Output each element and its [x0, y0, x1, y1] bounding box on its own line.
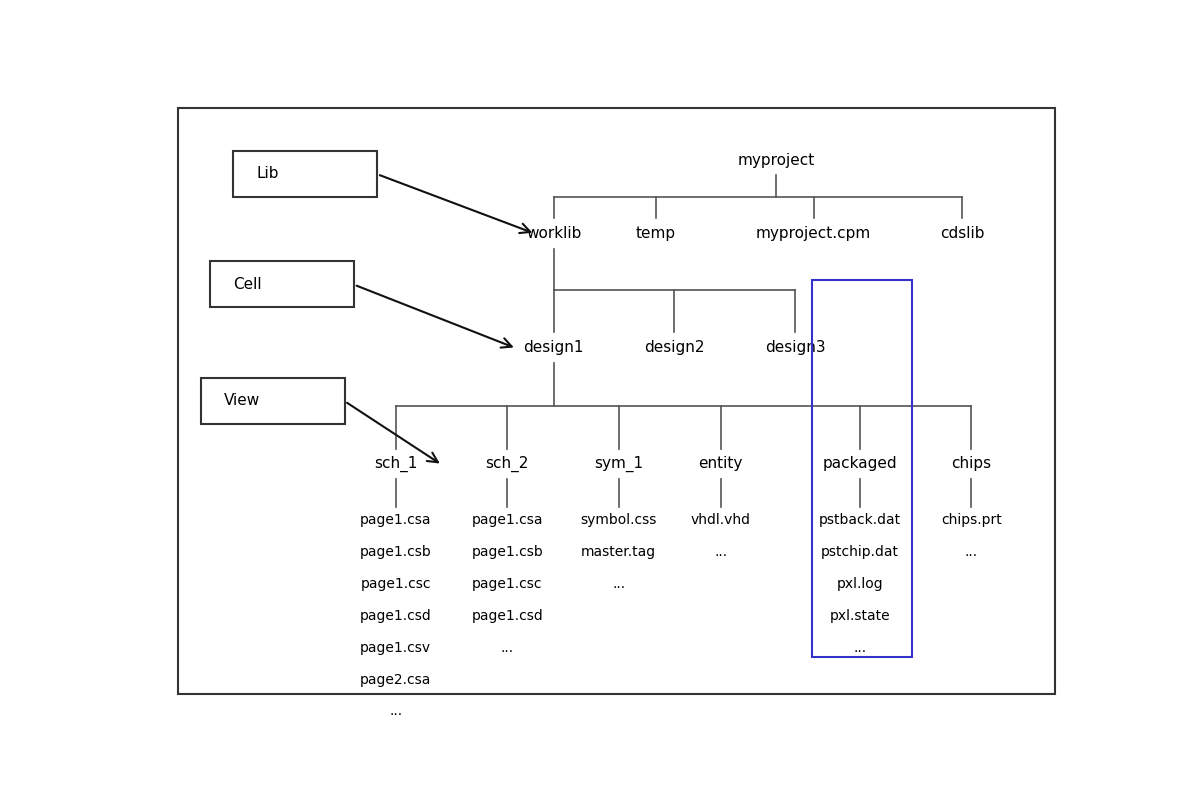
Text: pxl.state: pxl.state: [830, 609, 890, 622]
Text: Lib: Lib: [256, 167, 279, 182]
Text: design1: design1: [524, 340, 583, 355]
Text: page2.csa: page2.csa: [361, 673, 431, 686]
Text: ...: ...: [964, 545, 978, 559]
Text: symbol.css: symbol.css: [580, 513, 657, 527]
Text: sch_1: sch_1: [374, 456, 417, 472]
Text: ...: ...: [612, 577, 625, 591]
Text: myproject.cpm: myproject.cpm: [756, 226, 871, 241]
Text: page1.csd: page1.csd: [359, 609, 431, 622]
Text: ...: ...: [714, 545, 727, 559]
Text: ...: ...: [389, 705, 403, 718]
Text: ...: ...: [853, 641, 866, 654]
Text: chips.prt: chips.prt: [942, 513, 1002, 527]
Text: page1.csb: page1.csb: [471, 545, 543, 559]
Text: myproject: myproject: [738, 152, 815, 167]
Text: View: View: [224, 394, 260, 408]
Text: page1.csa: page1.csa: [472, 513, 543, 527]
Text: design3: design3: [764, 340, 825, 355]
Text: pstchip.dat: pstchip.dat: [821, 545, 898, 559]
Text: entity: entity: [698, 457, 743, 471]
Text: page1.csd: page1.csd: [471, 609, 543, 622]
Text: page1.csv: page1.csv: [361, 641, 431, 654]
Text: sym_1: sym_1: [594, 456, 643, 472]
Text: ...: ...: [501, 641, 514, 654]
Text: Cell: Cell: [234, 277, 262, 292]
Text: packaged: packaged: [823, 457, 897, 471]
Text: page1.csa: page1.csa: [361, 513, 431, 527]
Text: pxl.log: pxl.log: [836, 577, 883, 591]
Bar: [812, 280, 912, 658]
Text: page1.csc: page1.csc: [361, 577, 431, 591]
Text: sch_2: sch_2: [485, 456, 528, 472]
Text: master.tag: master.tag: [581, 545, 657, 559]
Text: page1.csc: page1.csc: [472, 577, 543, 591]
Text: chips: chips: [951, 457, 992, 471]
Text: vhdl.vhd: vhdl.vhd: [691, 513, 751, 527]
Text: design2: design2: [645, 340, 704, 355]
Text: pstback.dat: pstback.dat: [819, 513, 901, 527]
Bar: [210, 261, 355, 308]
Text: worklib: worklib: [526, 226, 581, 241]
Text: page1.csb: page1.csb: [359, 545, 431, 559]
Bar: [201, 378, 345, 424]
Text: temp: temp: [636, 226, 676, 241]
Bar: [234, 151, 377, 197]
Text: cdslib: cdslib: [940, 226, 985, 241]
